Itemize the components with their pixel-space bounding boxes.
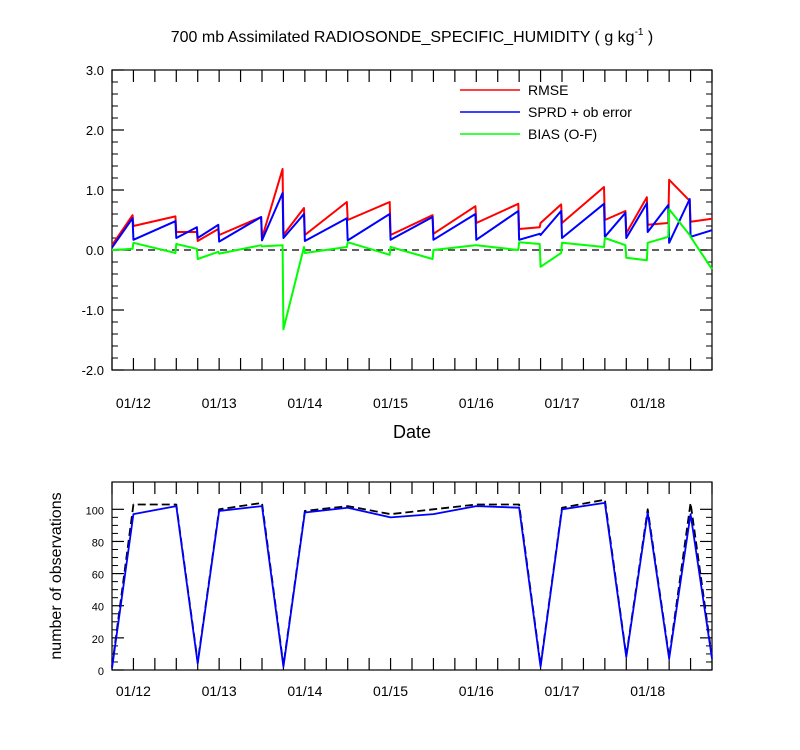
top-x-axis: 01/12 01/13 01/14 01/15 01/16 01/17 01/18	[111, 70, 713, 411]
chart-title: 700 mb Assimilated RADIOSONDE_SPECIFIC_H…	[171, 27, 654, 46]
x-tick-label: 01/14	[287, 683, 322, 699]
bottom-y-axis: 0 20 40 60 80 100	[86, 505, 712, 678]
x-tick-label: 01/15	[373, 683, 408, 699]
x-tick-label: 01/17	[544, 395, 579, 411]
y-tick-label: 0.0	[86, 243, 104, 258]
x-tick-label: 01/15	[373, 395, 408, 411]
x-tick-label: 01/14	[287, 395, 322, 411]
x-tick-label: 01/13	[202, 395, 237, 411]
x-tick-label: 01/13	[202, 683, 237, 699]
series-line-rmse	[111, 168, 713, 246]
x-tick-label: 01/12	[116, 395, 151, 411]
title-exponent: -1	[635, 27, 644, 38]
top-series-group	[111, 168, 713, 331]
series-line-dashed-0	[111, 498, 713, 667]
y-tick-label: 80	[92, 537, 104, 549]
y-tick-label: -1.0	[82, 303, 104, 318]
top-plot: -2.0-1.00.01.02.03.0 01/12 01/13 01/14 01/1…	[82, 63, 713, 442]
y-tick-label: 20	[92, 634, 104, 646]
legend-label-bias: BIAS (O-F)	[528, 126, 597, 142]
y-tick-label: 100	[86, 505, 104, 517]
x-tick-label: 01/16	[459, 683, 494, 699]
y-tick-label: 3.0	[86, 63, 104, 78]
y-tick-label: -2.0	[82, 363, 104, 378]
series-line-sprd-ob-error	[111, 192, 713, 249]
bottom-series-group	[111, 498, 713, 669]
top-x-axis-label: Date	[393, 422, 431, 442]
bottom-plot-frame	[111, 481, 713, 671]
x-tick-label: 01/18	[630, 395, 665, 411]
title-close: )	[643, 29, 653, 46]
y-tick-label: 40	[92, 602, 104, 614]
x-tick-label: 01/18	[630, 683, 665, 699]
y-tick-label: 2.0	[86, 123, 104, 138]
y-tick-label: 1.0	[86, 183, 104, 198]
bottom-y-axis-label: number of observations	[48, 492, 65, 659]
legend-label-rmse: RMSE	[528, 82, 568, 98]
x-tick-label: 01/12	[116, 683, 151, 699]
y-tick-label: 60	[92, 570, 104, 582]
series-line-bias-o-f	[111, 208, 713, 331]
y-tick-label: 0	[98, 666, 104, 678]
series-line-solid-1	[111, 501, 713, 669]
x-tick-label: 01/16	[459, 395, 494, 411]
x-tick-label: 01/17	[544, 683, 579, 699]
legend: RMSE SPRD + ob error BIAS (O-F)	[460, 82, 632, 142]
bottom-x-axis: 01/12 01/13 01/14 01/15 01/16 01/17 01/18	[111, 482, 713, 699]
legend-label-sprd: SPRD + ob error	[528, 104, 632, 120]
